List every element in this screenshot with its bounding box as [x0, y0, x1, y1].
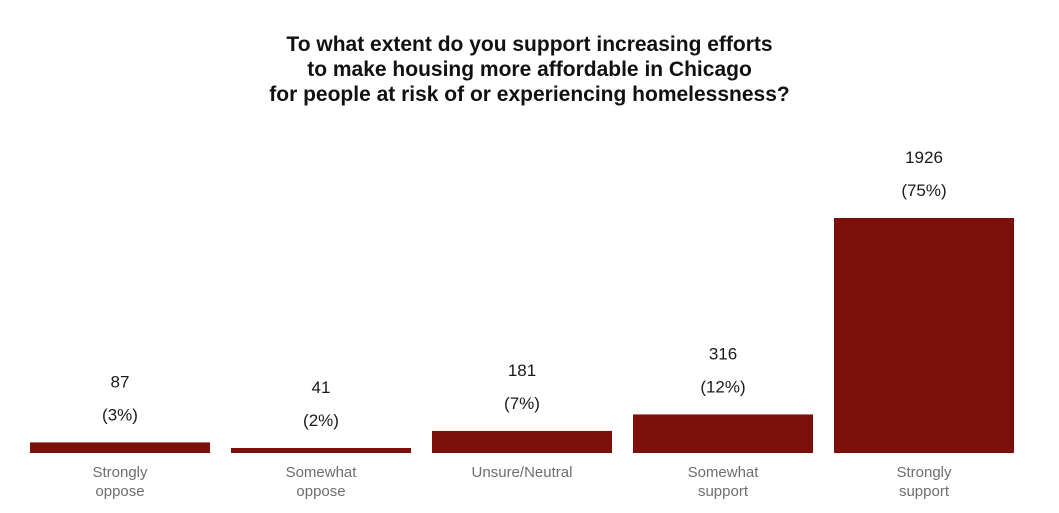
category-label-1: Somewhat oppose: [286, 464, 358, 500]
percent-label-1: (2%): [303, 411, 339, 430]
value-label-3: 316: [709, 344, 737, 363]
chart-title-line-2: to make housing more affordable in Chica…: [307, 58, 752, 81]
category-label-0: Strongly oppose: [92, 464, 148, 500]
value-label-2: 181: [508, 361, 536, 380]
chart-title-line-1: To what extent do you support increasing…: [286, 33, 773, 56]
percent-label-0: (3%): [102, 405, 138, 424]
chart-title: To what extent do you support increasing…: [0, 32, 1059, 107]
bar-3: [633, 414, 813, 453]
value-label-4: 1926: [905, 148, 943, 167]
category-label-0-line-1: oppose: [95, 483, 144, 500]
category-label-3: Somewhat support: [688, 464, 760, 500]
percent-label-2: (7%): [504, 394, 540, 413]
percent-label-4: (75%): [901, 181, 946, 200]
category-label-2-line-0: Unsure/Neutral: [472, 464, 573, 481]
bar-0: [30, 442, 210, 453]
category-label-1-line-0: Somewhat: [286, 464, 358, 481]
bar-1: [231, 447, 411, 453]
category-label-4: Strongly support: [896, 464, 952, 500]
category-label-2: Unsure/Neutral: [472, 464, 573, 481]
value-label-0: 87: [111, 372, 130, 391]
bar-4: [834, 218, 1014, 453]
category-label-4-line-0: Strongly: [896, 464, 952, 481]
value-label-1: 41: [312, 378, 331, 397]
percent-label-3: (12%): [700, 377, 745, 396]
bar-2: [432, 430, 612, 453]
category-label-4-line-1: support: [899, 483, 950, 500]
category-label-1-line-1: oppose: [296, 483, 345, 500]
category-label-0-line-0: Strongly: [92, 464, 148, 481]
category-label-3-line-1: support: [698, 483, 749, 500]
category-label-3-line-0: Somewhat: [688, 464, 760, 481]
chart-title-line-3: for people at risk of or experiencing ho…: [269, 83, 790, 106]
